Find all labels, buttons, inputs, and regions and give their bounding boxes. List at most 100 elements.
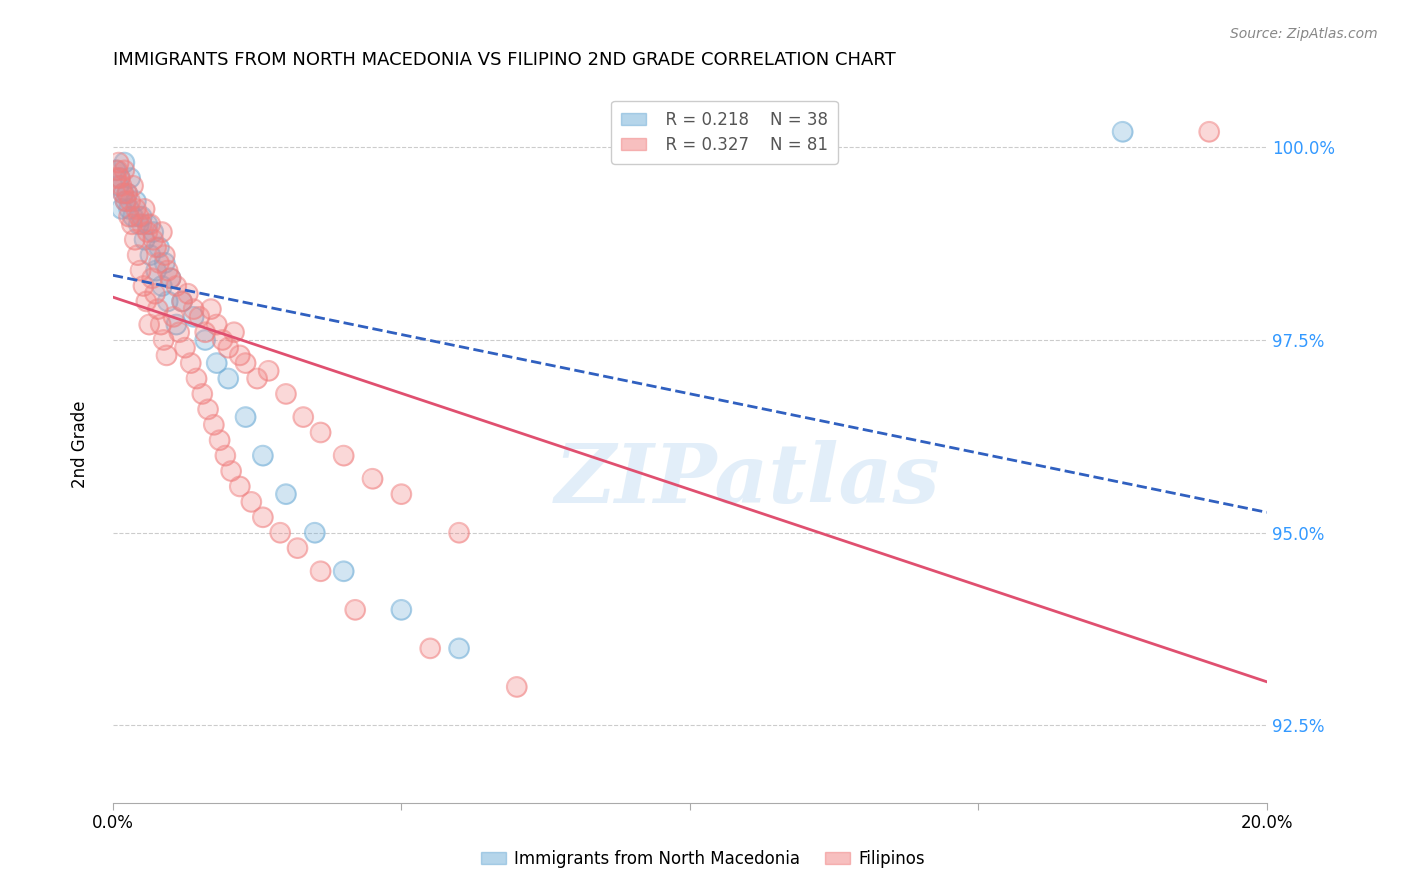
Point xyxy=(162,310,184,324)
Point xyxy=(240,495,263,509)
Point xyxy=(180,356,202,370)
Point xyxy=(150,225,173,239)
Point xyxy=(274,387,297,401)
Point xyxy=(449,641,471,656)
Point xyxy=(217,371,239,385)
Point xyxy=(114,194,136,209)
Point xyxy=(110,178,132,193)
Point xyxy=(148,256,170,270)
Point xyxy=(269,525,291,540)
Point xyxy=(332,449,354,463)
Point xyxy=(127,248,149,262)
Point xyxy=(110,202,132,216)
Point xyxy=(194,333,217,347)
Point xyxy=(172,294,194,309)
Point xyxy=(153,256,176,270)
Point xyxy=(145,240,167,254)
Point xyxy=(136,217,159,231)
Point xyxy=(152,333,174,347)
Point xyxy=(177,286,200,301)
Point xyxy=(332,449,354,463)
Point xyxy=(155,348,177,362)
Point xyxy=(389,487,412,501)
Point xyxy=(120,194,142,209)
Point xyxy=(120,194,142,209)
Point xyxy=(208,433,231,447)
Point xyxy=(117,186,139,201)
Point xyxy=(142,233,165,247)
Point xyxy=(344,603,367,617)
Point xyxy=(246,371,269,385)
Point xyxy=(128,210,150,224)
Point xyxy=(449,641,471,656)
Point xyxy=(107,155,129,169)
Point xyxy=(252,510,274,524)
Point xyxy=(167,325,190,339)
Point xyxy=(112,186,135,201)
Point xyxy=(128,217,150,231)
Point xyxy=(183,302,205,317)
Point xyxy=(167,325,190,339)
Point xyxy=(110,202,132,216)
Point xyxy=(219,464,242,478)
Point xyxy=(252,449,274,463)
Point xyxy=(148,240,170,254)
Point xyxy=(449,525,471,540)
Point xyxy=(274,387,297,401)
Point xyxy=(1198,125,1220,139)
Point xyxy=(117,186,139,201)
Point xyxy=(146,302,169,317)
Point xyxy=(235,356,257,370)
Point xyxy=(108,171,131,186)
Point xyxy=(107,163,129,178)
Point xyxy=(139,217,162,231)
Point xyxy=(287,541,309,556)
Point xyxy=(257,364,280,378)
Point xyxy=(235,410,257,425)
Point xyxy=(138,318,160,332)
Point xyxy=(108,171,131,186)
Point xyxy=(292,410,315,425)
Point xyxy=(107,178,129,193)
Legend:   R = 0.218    N = 38,   R = 0.327    N = 81: R = 0.218 N = 38, R = 0.327 N = 81 xyxy=(612,101,838,164)
Point xyxy=(136,217,159,231)
Point xyxy=(131,210,153,224)
Point xyxy=(150,279,173,293)
Point xyxy=(142,225,165,239)
Point xyxy=(361,472,384,486)
Point xyxy=(149,318,172,332)
Point xyxy=(156,263,179,277)
Point xyxy=(107,155,129,169)
Point xyxy=(211,333,233,347)
Point xyxy=(118,210,141,224)
Point xyxy=(107,178,129,193)
Point xyxy=(134,233,156,247)
Point xyxy=(304,525,326,540)
Point xyxy=(177,286,200,301)
Point xyxy=(211,333,233,347)
Point xyxy=(128,210,150,224)
Point xyxy=(197,402,219,417)
Point xyxy=(110,178,132,193)
Point xyxy=(118,202,141,216)
Point xyxy=(202,417,225,432)
Point xyxy=(150,225,173,239)
Point xyxy=(156,294,179,309)
Point xyxy=(389,603,412,617)
Point xyxy=(125,202,148,216)
Point xyxy=(197,402,219,417)
Point xyxy=(186,371,208,385)
Point xyxy=(332,564,354,578)
Point xyxy=(118,202,141,216)
Point xyxy=(121,217,143,231)
Point xyxy=(252,510,274,524)
Point xyxy=(235,356,257,370)
Point xyxy=(117,186,139,201)
Point xyxy=(229,348,252,362)
Point xyxy=(149,318,172,332)
Point xyxy=(191,387,214,401)
Point xyxy=(222,325,245,339)
Point xyxy=(252,449,274,463)
Point xyxy=(120,171,142,186)
Point xyxy=(1198,125,1220,139)
